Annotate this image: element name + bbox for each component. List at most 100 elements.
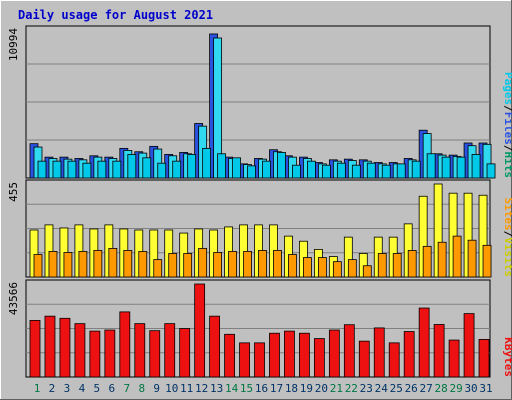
bar-pages-6 (112, 160, 122, 179)
x-label-day-9: 9 (153, 382, 160, 395)
bar-pages-22 (351, 164, 361, 179)
bar-kbytes-14 (224, 333, 235, 378)
bar-sites-10 (168, 253, 178, 278)
x-label-day-6: 6 (109, 382, 116, 395)
bar-sites-20 (317, 257, 327, 278)
bar-kbytes-5 (89, 330, 101, 378)
bar-sites-18 (288, 254, 297, 278)
bar-sites-19 (303, 257, 312, 278)
bar-sites-5 (93, 250, 103, 278)
bar-kbytes-29 (448, 339, 460, 378)
bar-kbytes-27 (418, 307, 430, 378)
bar-sites-24 (377, 253, 387, 278)
bar-pages-29 (456, 156, 466, 179)
bar-sites-21 (332, 261, 342, 278)
bar-sites-28 (437, 241, 447, 278)
x-label-day-29: 29 (449, 382, 462, 395)
bar-kbytes-22 (343, 324, 355, 378)
bar-kbytes-1 (29, 320, 41, 378)
x-label-day-8: 8 (138, 382, 145, 395)
bar-sites-23 (362, 265, 372, 278)
bar-kbytes-15 (239, 342, 250, 378)
x-label-day-3: 3 (64, 382, 71, 395)
x-label-day-28: 28 (435, 382, 448, 395)
bar-pages-20 (321, 164, 331, 179)
bar-kbytes-28 (433, 324, 445, 378)
panel-visits-sites: 455 Sites/Visits (7, 179, 512, 278)
bar-sites-14 (228, 251, 237, 278)
bar-sites-11 (183, 253, 193, 278)
chart-panels: 10994Pages/Files/Hits455Sites/Visits4356… (7, 25, 512, 378)
chart-title: Daily usage for August 2021 (18, 8, 213, 22)
bar-kbytes-21 (328, 329, 340, 378)
x-label-day-12: 12 (195, 382, 208, 395)
series-sites (33, 235, 492, 278)
bar-pages-9 (157, 162, 167, 179)
x-label-day-13: 13 (210, 382, 223, 395)
legend-separator: / (502, 231, 512, 238)
series-pages (37, 147, 496, 179)
bar-kbytes-6 (104, 329, 116, 378)
max-value-label: 43566 (7, 282, 20, 315)
bar-sites-9 (153, 259, 163, 278)
x-label-day-25: 25 (390, 382, 403, 395)
bar-kbytes-13 (209, 315, 221, 378)
bar-pages-30 (471, 154, 481, 179)
bar-kbytes-2 (44, 315, 56, 378)
x-label-day-30: 30 (464, 382, 477, 395)
bar-pages-2 (52, 160, 62, 179)
bar-kbytes-26 (403, 331, 415, 378)
bar-pages-16 (262, 160, 271, 179)
bar-sites-15 (243, 251, 252, 278)
legend-visits-sites: Sites/Visits (502, 198, 512, 278)
bar-pages-4 (82, 162, 92, 179)
panel-kbytes: 43566 KBytes (7, 279, 512, 378)
legend-item-sites: Sites (502, 198, 512, 231)
legend-item-pages: Pages (502, 72, 512, 105)
bar-kbytes-24 (373, 327, 385, 378)
bar-sites-6 (108, 247, 118, 278)
bar-kbytes-11 (179, 328, 191, 378)
bar-pages-12 (202, 147, 212, 179)
x-label-day-2: 2 (49, 382, 56, 395)
bar-kbytes-25 (388, 342, 400, 378)
bar-kbytes-20 (313, 338, 325, 378)
bar-kbytes-30 (463, 313, 475, 378)
bar-sites-27 (422, 245, 432, 278)
bar-pages-14 (232, 157, 241, 179)
legend-item-files: Files (502, 112, 512, 145)
bar-pages-11 (187, 154, 197, 179)
legend-item-visits: Visits (502, 237, 512, 277)
legend-separator: / (502, 105, 512, 112)
bar-pages-13 (217, 153, 227, 179)
x-label-day-24: 24 (375, 382, 389, 395)
bar-pages-23 (366, 162, 376, 179)
bar-sites-3 (63, 252, 73, 278)
bar-pages-24 (381, 164, 391, 179)
bar-sites-12 (198, 247, 208, 278)
bar-pages-18 (292, 164, 301, 179)
legend-item-hits: Hits (502, 152, 512, 179)
bar-kbytes-12 (194, 283, 206, 378)
x-label-day-17: 17 (270, 382, 283, 395)
bar-sites-4 (78, 251, 88, 278)
bar-sites-30 (467, 239, 477, 278)
x-label-day-14: 14 (225, 382, 239, 395)
bar-kbytes-18 (284, 330, 295, 378)
x-axis-labels: 1 2 3 4 5 6 7 8 9 10 11 12 13 14 15 16 17 18 19 20 21 22 23 24 2… (34, 382, 493, 395)
legend-hits-files-pages: Pages/Files/Hits (502, 72, 512, 178)
bar-kbytes-8 (134, 323, 146, 378)
bar-pages-28 (441, 156, 451, 179)
x-label-day-21: 21 (330, 382, 343, 395)
bar-pages-10 (172, 160, 182, 179)
bar-sites-16 (258, 250, 267, 278)
bar-sites-1 (33, 254, 43, 278)
bar-sites-17 (273, 250, 282, 278)
x-label-day-20: 20 (315, 382, 328, 395)
x-label-day-23: 23 (360, 382, 373, 395)
legend-item-kbytes: KBytes (502, 337, 512, 377)
bar-kbytes-9 (149, 330, 161, 378)
bar-pages-19 (307, 160, 316, 179)
x-label-day-1: 1 (34, 382, 41, 395)
x-label-day-31: 31 (479, 382, 492, 395)
